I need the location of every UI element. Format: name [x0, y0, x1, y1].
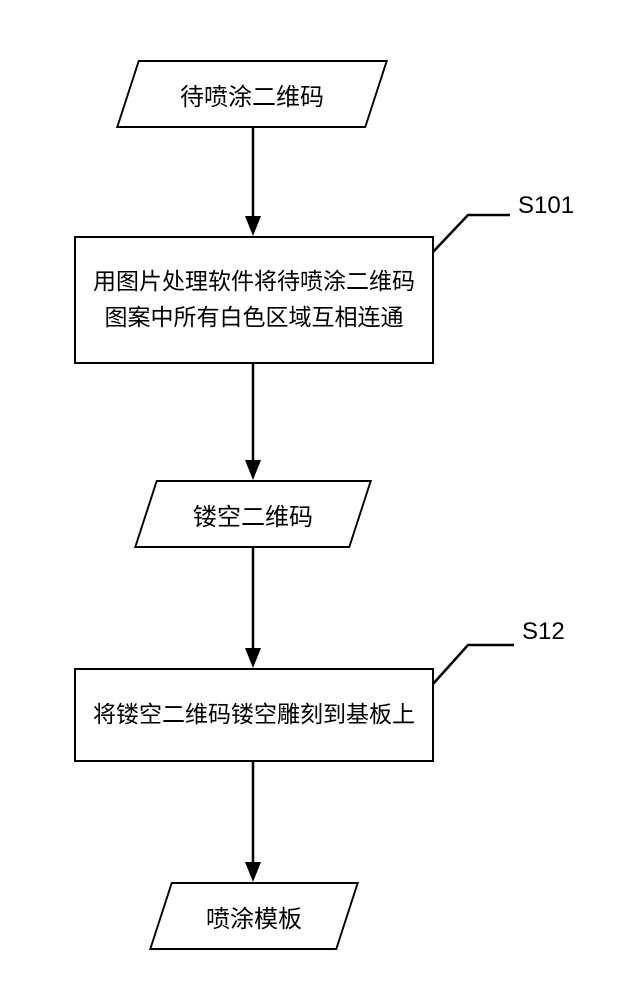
leader-ld1	[433, 215, 510, 252]
leader-lines	[0, 0, 628, 1000]
leader-ld2	[433, 645, 514, 684]
flowchart-canvas: 待喷涂二维码用图片处理软件将待喷涂二维码图案中所有白色区域互相连通镂空二维码将镂…	[0, 0, 628, 1000]
